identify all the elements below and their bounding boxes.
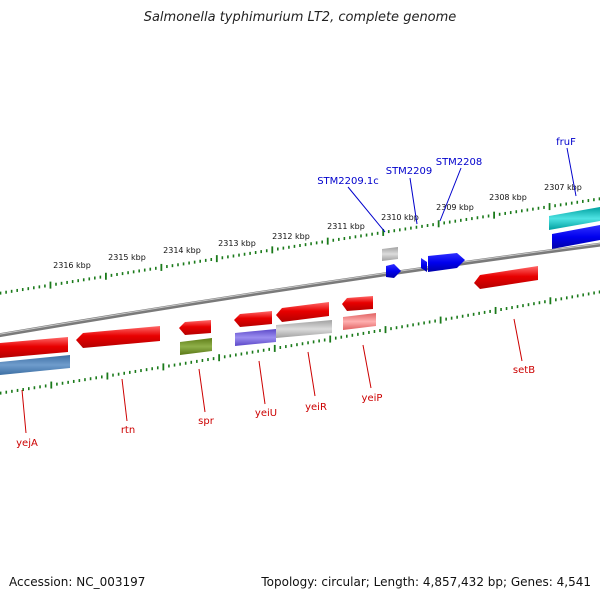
label-leader xyxy=(121,378,128,422)
annotation-bar[interactable] xyxy=(180,338,212,355)
label-leader xyxy=(513,318,523,362)
gene-label-yejA[interactable]: yejA xyxy=(16,438,38,449)
label-leader xyxy=(409,177,418,225)
gene-arrow[interactable] xyxy=(0,337,68,358)
annotation-bar[interactable] xyxy=(0,355,70,375)
gene-label-STM2209[interactable]: STM2209 xyxy=(386,166,433,177)
scale-label: 2316 kbp xyxy=(53,261,91,270)
gene-label-rtn[interactable]: rtn xyxy=(121,425,135,436)
scale-label: 2314 kbp xyxy=(163,246,201,255)
annotation-bar[interactable] xyxy=(382,247,398,261)
gene-arrow[interactable] xyxy=(276,302,329,322)
label-leader xyxy=(21,389,27,434)
scale-label: 2307 kbp xyxy=(544,183,582,192)
scale-label: 2308 kbp xyxy=(489,193,527,202)
gene-label-yeiR[interactable]: yeiR xyxy=(305,402,327,413)
annotation-bar[interactable] xyxy=(276,320,332,338)
gene-arrow[interactable] xyxy=(179,320,211,335)
gene-arrow[interactable] xyxy=(474,266,538,289)
scale-label: 2315 kbp xyxy=(108,253,146,262)
genome-backbone-highlight xyxy=(0,243,600,335)
gene-label-fruF[interactable]: fruF xyxy=(556,137,576,148)
gene-arrow[interactable] xyxy=(342,296,373,311)
gene-label-setB[interactable]: setB xyxy=(513,365,535,376)
scale-label: 2313 kbp xyxy=(218,239,256,248)
label-leader xyxy=(307,351,316,397)
genome-summary-text: Topology: circular; Length: 4,857,432 bp… xyxy=(261,575,591,589)
gene-label-STM2208[interactable]: STM2208 xyxy=(436,157,483,168)
annotation-bar[interactable] xyxy=(235,329,276,346)
annotation-bar[interactable] xyxy=(343,313,376,330)
gene-arrow[interactable] xyxy=(552,225,600,249)
label-leader xyxy=(362,344,372,389)
gene-arrow[interactable] xyxy=(421,258,427,272)
label-leader xyxy=(258,360,266,405)
scale-label: 2311 kbp xyxy=(327,222,365,231)
gene-arrow[interactable] xyxy=(428,253,465,272)
gene-label-yeiU[interactable]: yeiU xyxy=(255,408,277,419)
genome-backbone xyxy=(0,242,600,338)
scale-label: 2310 kbp xyxy=(381,213,419,222)
label-leader xyxy=(439,167,462,222)
map-title: Salmonella typhimurium LT2, complete gen… xyxy=(143,10,457,25)
scale-label: 2309 kbp xyxy=(436,203,474,212)
gene-arrow[interactable] xyxy=(386,264,401,278)
annotation-bar[interactable] xyxy=(549,207,600,230)
accession-text: Accession: NC_003197 xyxy=(9,575,146,589)
upper-scale-ticks xyxy=(0,197,600,295)
gene-arrow[interactable] xyxy=(76,326,160,348)
gene-label-spr[interactable]: spr xyxy=(198,416,215,427)
scale-label: 2312 kbp xyxy=(272,232,310,241)
label-leader xyxy=(566,147,577,197)
label-leader xyxy=(198,368,206,413)
gene-arrow[interactable] xyxy=(234,311,272,327)
label-leader xyxy=(347,186,386,233)
gene-label-yeiP[interactable]: yeiP xyxy=(362,393,383,404)
gene-label-STM2209-1c[interactable]: STM2209.1c xyxy=(317,176,379,187)
